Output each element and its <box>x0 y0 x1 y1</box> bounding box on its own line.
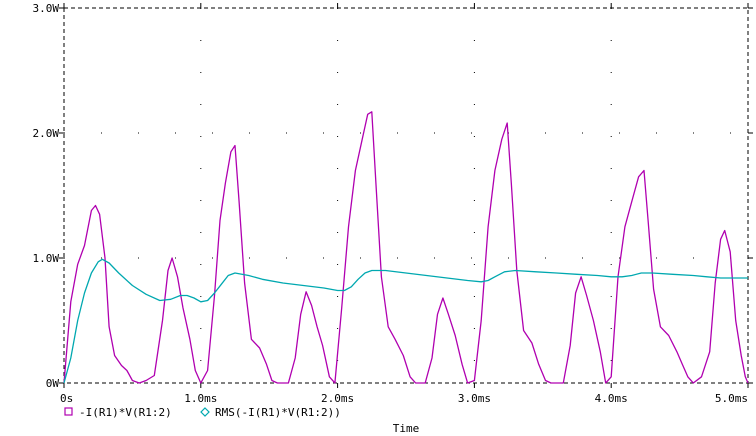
plot-frame <box>63 7 749 384</box>
x-tick-label: 2.0ms <box>321 392 354 405</box>
legend: -I(R1)*V(R1:2) RMS(-I(R1)*V(R1:2)) <box>64 406 341 419</box>
x-tick-label: 3.0ms <box>458 392 491 405</box>
series-line-2 <box>63 258 748 384</box>
legend-marker-diamond <box>200 407 210 417</box>
series-layer <box>63 111 749 384</box>
series-line-1 <box>63 111 749 384</box>
legend-marker-square <box>64 407 73 416</box>
y-tick-label: 2.0W <box>33 127 60 140</box>
x-tick-label: 1.0ms <box>184 392 217 405</box>
x-tick-label: 0s <box>60 392 73 405</box>
ticks: 0W 1.0W 2.0W 3.0W 0s 1.0ms 2.0ms 3.0ms 4.0ms 5.0m… <box>33 2 753 405</box>
y-tick-label: 0W <box>46 377 60 390</box>
x-axis-label: Time <box>393 422 420 435</box>
legend-label: RMS(-I(R1)*V(R1:2)) <box>215 406 341 419</box>
y-tick-label: 3.0W <box>33 2 60 15</box>
x-tick-label: 4.0ms <box>595 392 628 405</box>
y-tick-label: 1.0W <box>33 252 60 265</box>
legend-label: -I(R1)*V(R1:2) <box>79 406 172 419</box>
x-tick-label: 5.0ms <box>715 392 748 405</box>
